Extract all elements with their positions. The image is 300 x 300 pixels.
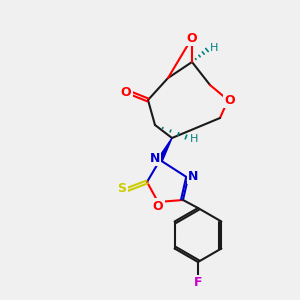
- Text: O: O: [225, 94, 235, 106]
- Text: F: F: [194, 277, 202, 290]
- Text: O: O: [121, 85, 131, 98]
- Text: S: S: [118, 182, 127, 196]
- Text: O: O: [187, 32, 197, 44]
- Polygon shape: [158, 138, 172, 161]
- Text: H: H: [190, 134, 198, 144]
- Text: N: N: [150, 152, 160, 164]
- Text: H: H: [210, 43, 218, 53]
- Text: N: N: [188, 169, 198, 182]
- Text: O: O: [153, 200, 163, 212]
